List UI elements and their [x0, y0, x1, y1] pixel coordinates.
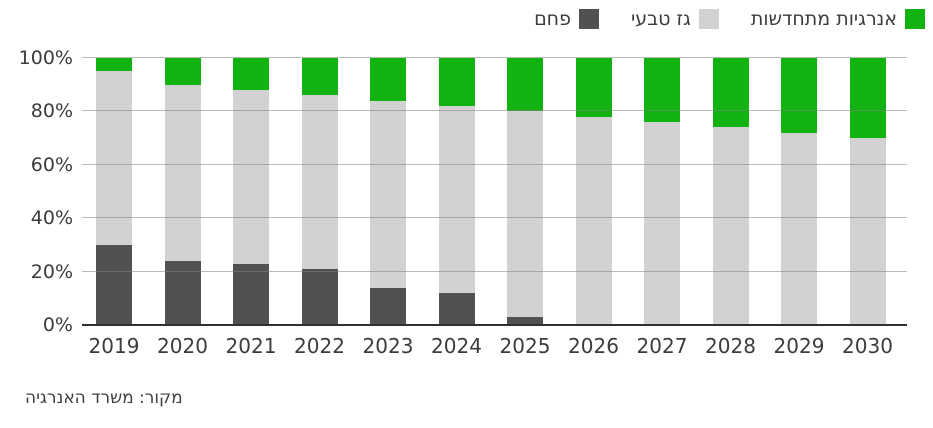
bar-2022: [301, 58, 338, 325]
bar-segment-2019: [96, 244, 132, 325]
y-axis-label: 60%: [30, 153, 73, 176]
bar-segment-2019: [96, 58, 132, 72]
bar-segment-2020: [164, 84, 201, 261]
bar-segment-2024: [438, 292, 475, 325]
x-axis-label: 2028: [705, 334, 756, 358]
x-axis-label: 2030: [842, 334, 893, 358]
x-axis-label: 2019: [88, 334, 140, 358]
bar-segment-2029: [781, 58, 817, 133]
bar-segment-2024: [438, 106, 475, 293]
legend-item-2: פחם: [534, 8, 599, 30]
x-axis-label: 2021: [225, 334, 277, 358]
bar-2023: [370, 58, 406, 325]
bar-segment-2026: [575, 58, 612, 117]
bar-2029: [781, 58, 817, 325]
bar-segment-2025: [507, 317, 543, 325]
y-axis-label: 80%: [30, 100, 73, 123]
bar-segment-2023: [370, 58, 406, 101]
legend-item-1: גז טבעי: [631, 8, 719, 30]
bar-2025: [507, 58, 543, 325]
bar-2021: [233, 58, 269, 325]
x-axis-label: 2022: [294, 334, 345, 358]
bar-segment-2027: [644, 122, 680, 325]
bar-segment-2021: [233, 90, 269, 264]
legend-swatch-icon: [698, 9, 719, 29]
bar-segment-2026: [575, 116, 612, 325]
bar-segment-2025: [507, 111, 543, 317]
y-axis-label: 20%: [30, 260, 73, 283]
bar-segment-2020: [164, 58, 201, 85]
bar-segment-2030: [849, 58, 886, 139]
gridline-60: [82, 163, 907, 165]
plot-area: [82, 57, 907, 326]
bar-segment-2022: [301, 95, 338, 269]
y-axis-label: 0%: [42, 314, 73, 336]
legend-label: פחם: [534, 8, 571, 30]
bar-segment-2022: [301, 58, 338, 96]
chart-legend: אנרגיות מתחדשות גז טבעי פחם: [534, 8, 925, 30]
bar-segment-2023: [370, 100, 406, 288]
bar-segment-2028: [712, 127, 749, 325]
source-note: מקור: משרד האנרגיה: [25, 388, 183, 408]
bar-2028: [712, 58, 749, 325]
bar-segment-2021: [233, 263, 269, 325]
bar-segment-2024: [438, 58, 475, 107]
bar-segment-2019: [96, 71, 132, 245]
gridline-40: [82, 217, 907, 219]
y-axis: 0% 20% 40% 60% 80% 100%: [0, 48, 73, 335]
bar-segment-2029: [781, 132, 817, 325]
y-axis-label: 100%: [18, 47, 73, 69]
legend-label: אנרגיות מתחדשות: [750, 8, 897, 30]
bar-segment-2030: [849, 138, 886, 325]
y-axis-label: 40%: [30, 207, 73, 230]
bar-segment-2021: [233, 58, 269, 91]
bar-2026: [575, 58, 612, 325]
x-axis-label: 2025: [499, 334, 551, 358]
bar-segment-2028: [712, 58, 749, 128]
bar-segment-2023: [370, 287, 406, 325]
bar-segment-2022: [301, 268, 338, 325]
legend-label: גז טבעי: [630, 8, 691, 30]
gridline-20: [82, 270, 907, 272]
x-axis: 2019 2020 2021 2022 2023 2024 2025 2026 2027 2028…: [82, 334, 907, 362]
x-axis-label: 2024: [431, 334, 482, 358]
bar-2024: [438, 58, 475, 325]
legend-swatch-icon: [578, 9, 599, 29]
bar-2019: [96, 58, 132, 325]
x-axis-line: [82, 324, 907, 326]
x-axis-label: 2020: [157, 334, 208, 358]
bar-segment-2027: [644, 58, 680, 123]
bar-2027: [644, 58, 680, 325]
x-axis-label: 2029: [773, 334, 825, 358]
bar-segment-2025: [507, 58, 543, 112]
gridline-100: [82, 57, 907, 58]
x-axis-label: 2027: [636, 334, 688, 358]
bar-2020: [164, 58, 201, 325]
bars-container: [82, 58, 907, 325]
x-axis-label: 2026: [568, 334, 619, 358]
bar-2030: [849, 58, 886, 325]
legend-swatch-icon: [905, 9, 925, 29]
legend-item-0: אנרגיות מתחדשות: [751, 8, 925, 30]
x-axis-label: 2023: [362, 334, 414, 358]
gridline-80: [82, 110, 907, 112]
